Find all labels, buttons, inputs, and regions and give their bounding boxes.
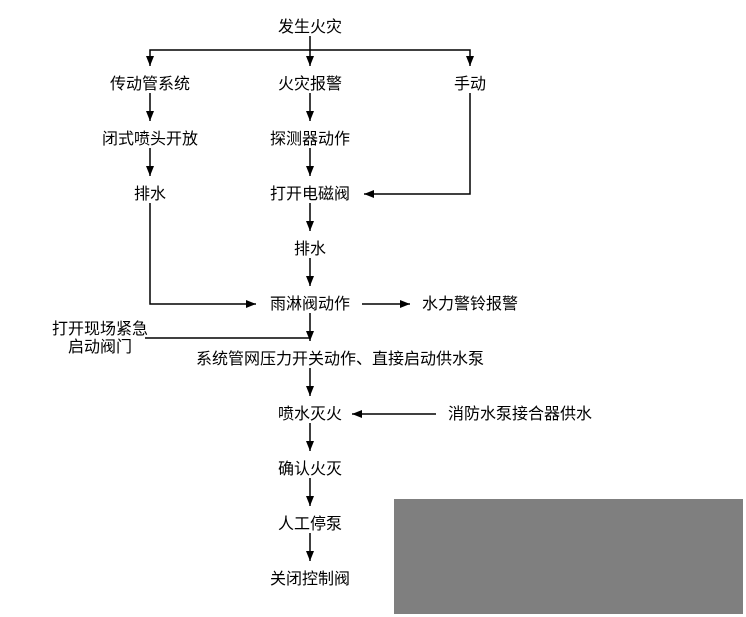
node-deluge: 雨淋阀动作 bbox=[270, 295, 350, 314]
node-fire: 发生火灾 bbox=[278, 18, 342, 37]
arrow-0 bbox=[306, 56, 314, 66]
node-siamese: 消防水泵接合器供水 bbox=[448, 405, 592, 424]
arrow-2 bbox=[466, 56, 474, 66]
arrow-4 bbox=[306, 111, 314, 121]
arrow-6 bbox=[306, 166, 314, 176]
arrow-7 bbox=[364, 190, 374, 198]
node-drainM: 排水 bbox=[294, 240, 326, 259]
arrow-16 bbox=[306, 441, 314, 451]
arrow-5 bbox=[146, 166, 154, 176]
arrow-8 bbox=[306, 221, 314, 231]
arrow-11 bbox=[400, 300, 410, 308]
node-solenoid: 打开电磁阀 bbox=[270, 185, 350, 204]
arrow-15 bbox=[352, 410, 362, 418]
arrow-17 bbox=[306, 496, 314, 506]
node-spray: 喷水灭火 bbox=[278, 405, 342, 424]
node-detector: 探测器动作 bbox=[270, 130, 350, 149]
node-closeValve: 关闭控制阀 bbox=[270, 570, 350, 589]
node-stopPump: 人工停泵 bbox=[278, 515, 342, 534]
arrow-14 bbox=[306, 386, 314, 396]
arrow-12 bbox=[306, 331, 314, 341]
node-branchL: 传动管系统 bbox=[110, 75, 190, 94]
edge-2 bbox=[310, 50, 470, 66]
edge-10 bbox=[150, 203, 256, 304]
edge-7 bbox=[364, 93, 470, 194]
flowchart-stage: 发生火灾传动管系统火灾报警手动闭式喷头开放探测器动作排水打开电磁阀排水雨淋阀动作… bbox=[0, 0, 746, 617]
arrow-1 bbox=[146, 56, 154, 66]
arrow-10 bbox=[246, 300, 256, 308]
node-branchM: 火灾报警 bbox=[278, 75, 342, 94]
node-branchR: 手动 bbox=[454, 75, 486, 94]
arrow-9 bbox=[306, 276, 314, 286]
node-alarmBell: 水力警铃报警 bbox=[422, 295, 518, 314]
edge-1 bbox=[150, 50, 310, 66]
node-emergL2: 启动阀门 bbox=[68, 338, 132, 357]
arrow-3 bbox=[146, 111, 154, 121]
node-drainL: 排水 bbox=[134, 185, 166, 204]
node-pressure: 系统管网压力开关动作、直接启动供水泵 bbox=[196, 350, 484, 369]
node-closeHead: 闭式喷头开放 bbox=[102, 130, 198, 149]
arrow-18 bbox=[306, 551, 314, 561]
node-emergL1: 打开现场紧急 bbox=[52, 320, 148, 339]
node-confirm: 确认火灭 bbox=[278, 460, 342, 479]
